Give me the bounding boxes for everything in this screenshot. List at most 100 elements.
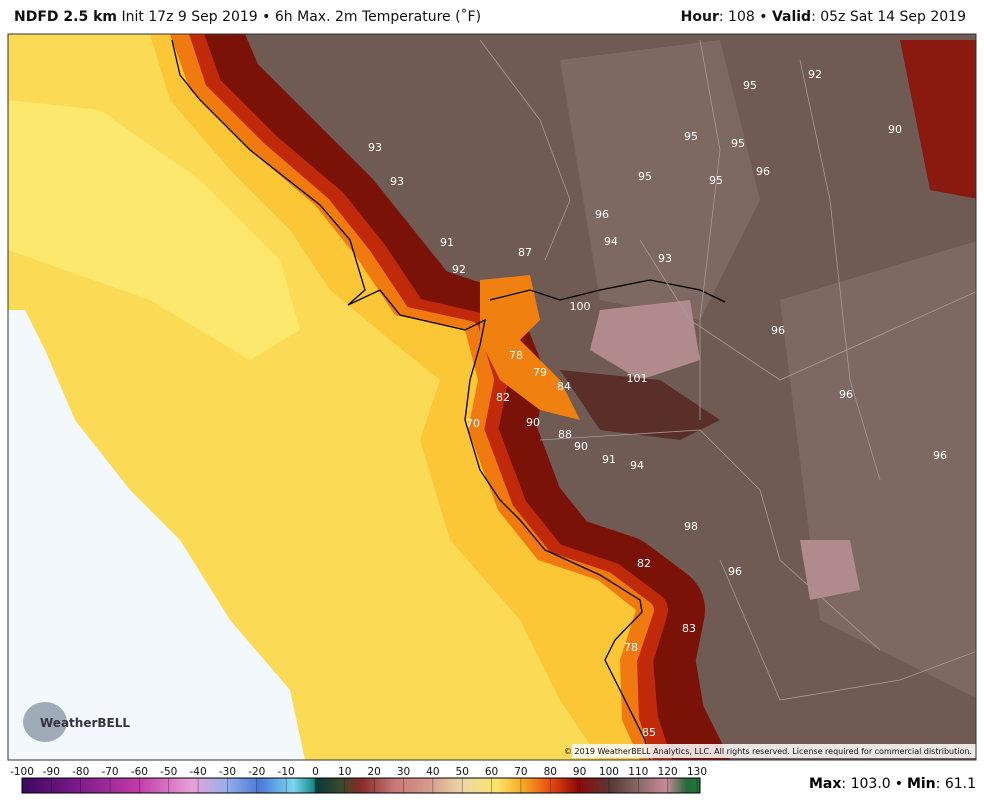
temperature-label: 96 [771, 324, 785, 337]
hot-patch [590, 300, 860, 600]
colorbar-tick-label: 40 [426, 766, 439, 778]
temperature-label: 91 [602, 453, 616, 466]
temperature-label: 96 [933, 449, 947, 462]
dark-patch [560, 370, 720, 440]
temperature-label: 92 [808, 68, 822, 81]
hour-label: Hour [680, 9, 719, 25]
temperature-label: 94 [604, 235, 618, 248]
colorbar-tick-label: 120 [658, 766, 678, 778]
colorbar-tick-label: 110 [628, 766, 648, 778]
valid-label: Valid [771, 9, 812, 25]
colorbar-tick-label: -100 [10, 766, 34, 778]
temperature-label: 93 [368, 141, 382, 154]
temperature-label: 87 [518, 246, 532, 259]
temperature-label: 90 [888, 123, 902, 136]
footer-text: Max: 103.0 • Min: 61.1 [809, 776, 976, 792]
temperature-label: 95 [731, 137, 745, 150]
copyright-bg [572, 744, 976, 758]
orange-band [170, 34, 654, 760]
temperature-label: 88 [558, 428, 572, 441]
colorbar-tick-label: 10 [338, 766, 351, 778]
temperature-label: 91 [440, 236, 454, 249]
temperature-label: 70 [466, 417, 480, 430]
temperature-label: 82 [496, 391, 510, 404]
temperature-label: 82 [637, 557, 651, 570]
temperature-label: 92 [452, 263, 466, 276]
colorbar-tick-label: -90 [43, 766, 60, 778]
temperature-label: 95 [684, 130, 698, 143]
copyright: © 2019 WeatherBELL Analytics, LLC. All r… [564, 747, 972, 756]
separator: • [895, 776, 903, 792]
colorbar-tick-label: -30 [219, 766, 236, 778]
ocean [8, 310, 305, 760]
temperature-label: 98 [684, 520, 698, 533]
colorbar-tick-label: 70 [514, 766, 527, 778]
coastline [489, 279, 726, 303]
colon: : [936, 776, 945, 792]
min: 61.1 [945, 776, 976, 792]
colorbar-tick-label: -40 [190, 766, 207, 778]
temperature-label: 96 [595, 208, 609, 221]
borders [479, 39, 976, 701]
temperature-label: 100 [570, 300, 591, 313]
temperature-label: 96 [728, 565, 742, 578]
hour: : 108 [718, 9, 755, 25]
temperature-label: 96 [839, 388, 853, 401]
header-left: NDFD 2.5 km Init 17z 9 Sep 2019 • 6h Max… [14, 9, 481, 25]
colorbar-tick-label: -10 [278, 766, 295, 778]
separator: • [759, 9, 768, 25]
colorbar-tick-label: -80 [72, 766, 89, 778]
max-label: Max [809, 776, 841, 792]
temperature-label: 79 [533, 366, 547, 379]
temperature-label: 93 [390, 175, 404, 188]
colorbar-tick-label: 0 [312, 766, 319, 778]
colorbar-tick-label: 100 [599, 766, 619, 778]
temperature-label: 83 [682, 622, 696, 635]
map-area: WeatherBELL © 2019 WeatherBELL Analytics… [8, 34, 976, 760]
temperature-label: 93 [658, 252, 672, 265]
colorbar-tick-label: 80 [544, 766, 557, 778]
temperature-label: 78 [509, 349, 523, 362]
header-right: Hour: 108 • Valid: 05z Sat 14 Sep 2019 [681, 9, 966, 25]
coastline [171, 39, 651, 760]
footer: Max: 103.0 • Min: 61.1 [809, 776, 976, 792]
colorbar-tick-label: 60 [485, 766, 498, 778]
offshore [8, 100, 300, 360]
temperature-label: 90 [574, 440, 588, 453]
logo: WeatherBELL [23, 702, 130, 742]
product: 6h Max. 2m Temperature (˚F) [274, 9, 482, 25]
temperature-label: 95 [638, 170, 652, 183]
temperature-label: 101 [627, 372, 648, 385]
temperature-label: 94 [630, 459, 644, 472]
logo-text: WeatherBELL [40, 716, 130, 730]
model: NDFD 2.5 km [14, 9, 117, 25]
separator: • [262, 9, 271, 25]
colorbar-tick-label: 130 [687, 766, 707, 778]
temperature-label: 95 [743, 79, 757, 92]
colorbar-tick-label: 20 [367, 766, 380, 778]
colorbar [21, 777, 701, 794]
temperature-label: 84 [557, 380, 571, 393]
colorbar-tick-label: 30 [397, 766, 410, 778]
colorbar-tick-label: -50 [160, 766, 177, 778]
init: Init 17z 9 Sep 2019 [121, 9, 258, 25]
map-frame [7, 33, 977, 761]
colon: : [841, 776, 850, 792]
temperature-label: 90 [526, 416, 540, 429]
colorbar-tick-label: -60 [131, 766, 148, 778]
bay-warm [480, 275, 580, 420]
temperature-label: 96 [756, 165, 770, 178]
colorbar-tick-label: 50 [456, 766, 469, 778]
temperature-label: 78 [624, 641, 638, 654]
land-shade [560, 40, 976, 698]
station-labels: 93 93 91 92 87 96 94 93 95 95 95 95 96 95 92 90 100 96 101… [368, 68, 947, 739]
colorbar-tick-label: -70 [101, 766, 118, 778]
colorbar-tick-label: 90 [573, 766, 586, 778]
valid: : 05z Sat 14 Sep 2019 [811, 9, 966, 25]
min-label: Min [907, 776, 936, 792]
colorbar-tick-label: -20 [248, 766, 265, 778]
temperature-label: 85 [642, 726, 656, 739]
max: 103.0 [851, 776, 891, 792]
